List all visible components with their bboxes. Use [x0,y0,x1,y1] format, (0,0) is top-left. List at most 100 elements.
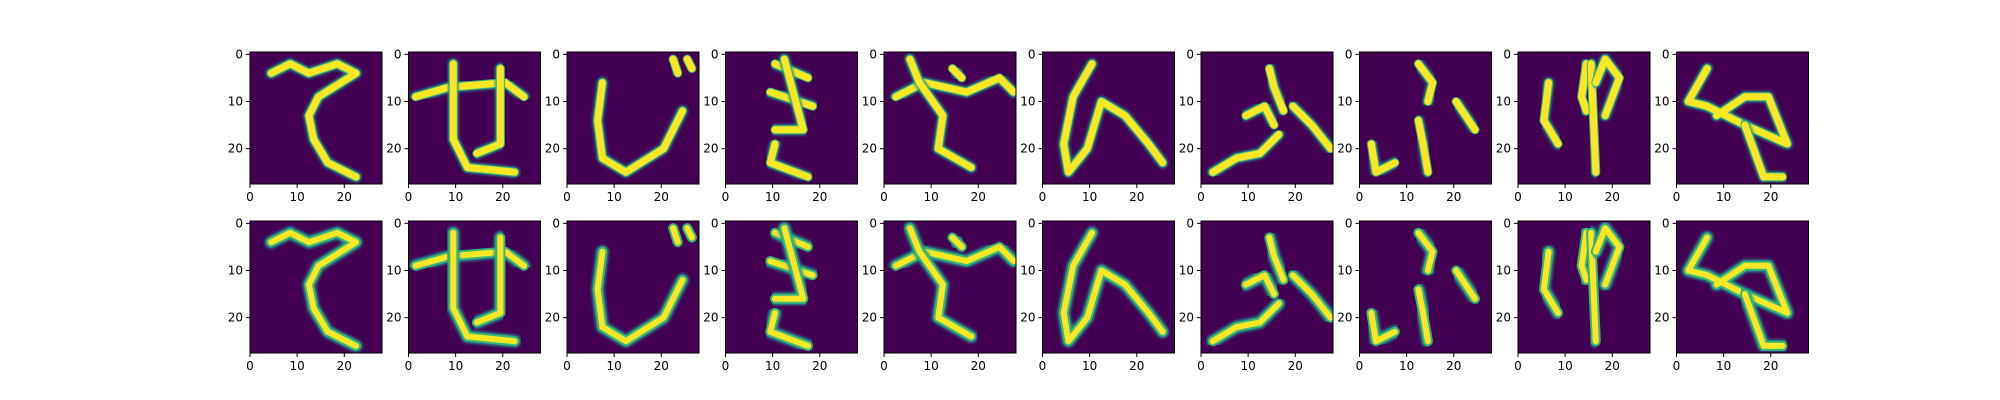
axes-frame [566,220,700,354]
x-tick-label: 10 [1082,190,1097,204]
stroke-core [1540,248,1562,316]
x-tick-label: 0 [246,190,254,204]
stroke-core [412,248,527,269]
y-tick-label: 0 [552,216,560,230]
y-tick-label: 0 [1662,47,1670,61]
stroke-core [1415,229,1436,274]
y-tick-label: 20 [1654,142,1669,156]
glyph-strokes [1682,63,1793,183]
x-tick-label: 10 [1241,359,1256,373]
x-tick-label: 10 [1558,190,1573,204]
axes-frame [1676,51,1809,185]
axes-frame [1042,220,1175,354]
glyph-strokes [592,53,698,178]
y-tick-label: 0 [394,216,402,230]
y-tick-label: 20 [703,311,718,325]
stroke-core [1592,225,1623,288]
glyph-strokes [1538,53,1625,178]
y-tick-label: 20 [1020,311,1035,325]
y-tick-label: 0 [1186,216,1194,230]
axes-frame [1359,220,1492,354]
x-tick-label: 10 [1082,359,1097,373]
glyph-strokes [1681,231,1794,353]
stroke-core [1578,229,1590,283]
y-tick-label: 0 [711,47,719,61]
stroke-core [892,243,1016,269]
stroke-core [1289,272,1333,321]
stroke-core [1741,121,1787,181]
stroke-core [1367,140,1399,176]
panels-group: 0 10 20 0 10 20 0 10 20 0 10 20 0 10 20 0 10 20 0 10 20 0 10 20… [228,47,1809,373]
axes-frame [249,220,383,354]
x-tick-label: 20 [337,190,352,204]
x-tick-label: 20 [1763,190,1778,204]
y-tick-label: 10 [1020,264,1035,278]
stroke-core [892,74,1016,101]
stroke-core [684,225,695,241]
axes-frame [249,51,383,185]
y-tick-label: 10 [703,264,718,278]
stroke-core [906,225,975,340]
x-tick-label: 0 [880,359,888,373]
x-tick-label: 0 [563,359,571,373]
stroke-core [1453,267,1478,302]
glyph-strokes [265,58,362,183]
panel-reconstruction-2: 0 10 20 0 10 20 [386,216,541,373]
y-tick-label: 20 [545,142,560,156]
glyph-strokes [1058,58,1169,178]
stroke-core [449,60,519,176]
y-tick-label: 0 [1345,216,1353,230]
x-tick-label: 20 [337,359,352,373]
x-tick-label: 20 [495,190,510,204]
glyph-strokes [1364,226,1482,348]
y-tick-label: 20 [862,142,877,156]
axes-frame [1200,51,1334,185]
x-tick-label: 0 [563,190,571,204]
panel-reconstruction-4: 0 10 20 0 10 20 [703,216,858,373]
y-tick-label: 10 [862,95,877,109]
y-tick-label: 20 [1496,311,1511,325]
stroke-core [906,55,975,171]
stroke-core [412,79,528,101]
y-tick-label: 10 [1654,264,1669,278]
y-tick-label: 20 [386,142,401,156]
y-tick-label: 10 [1496,264,1511,278]
y-tick-label: 20 [1654,311,1669,325]
axes-frame [1517,51,1651,185]
x-tick-label: 20 [1446,359,1461,373]
stroke-core [473,65,504,157]
axes-frame [725,220,858,354]
image-background [408,52,541,184]
axes-frame [1676,220,1809,354]
x-tick-label: 10 [448,359,463,373]
x-tick-label: 10 [1716,190,1731,204]
axes-frame [1359,51,1492,185]
y-tick-label: 10 [1654,95,1669,109]
glyph-strokes [1206,231,1333,348]
y-tick-label: 0 [869,216,877,230]
panel-original-3: 0 10 20 0 10 20 [545,47,700,204]
x-tick-label: 0 [1514,359,1522,373]
x-tick-label: 20 [971,190,986,204]
stroke-core [1685,234,1791,316]
x-tick-label: 20 [812,190,827,204]
x-tick-label: 0 [1514,190,1522,204]
stroke-core [594,248,686,345]
x-tick-label: 0 [1197,359,1205,373]
glyph-strokes [410,58,530,178]
x-tick-label: 10 [607,359,622,373]
x-tick-label: 20 [812,359,827,373]
y-tick-label: 10 [228,264,243,278]
x-tick-label: 20 [971,359,986,373]
axes-frame [408,51,541,185]
x-tick-label: 20 [1446,190,1461,204]
glyph-strokes [764,53,819,183]
x-tick-label: 10 [290,190,305,204]
y-tick-label: 10 [1020,95,1035,109]
stroke-core [1415,286,1431,345]
x-tick-label: 0 [722,190,730,204]
y-tick-label: 0 [711,216,719,230]
x-tick-label: 20 [654,359,669,373]
stroke-core [1060,229,1166,345]
